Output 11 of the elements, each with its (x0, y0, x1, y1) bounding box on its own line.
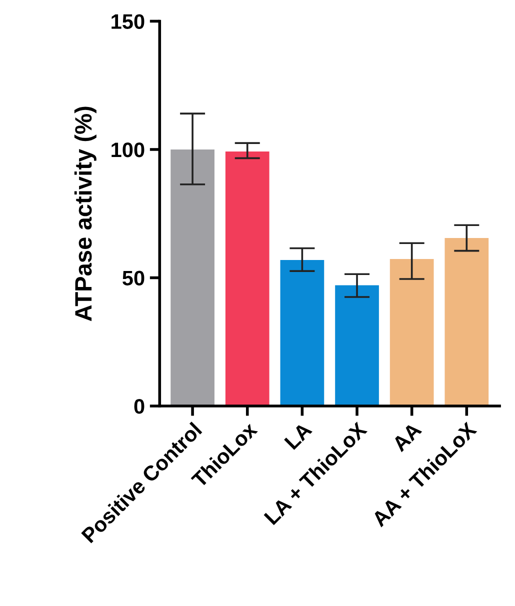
bar (225, 152, 270, 406)
bar (335, 285, 379, 406)
y-axis-title: ATPase activity (%) (74, 106, 96, 322)
bar (170, 149, 214, 406)
y-tick-label: 100 (112, 142, 144, 158)
y-tick-label: 50 (122, 270, 144, 286)
y-tick-label: 0 (134, 399, 144, 414)
bar (390, 259, 434, 406)
bar (280, 260, 324, 406)
y-tick-label: 150 (112, 14, 144, 29)
bar (444, 238, 489, 406)
